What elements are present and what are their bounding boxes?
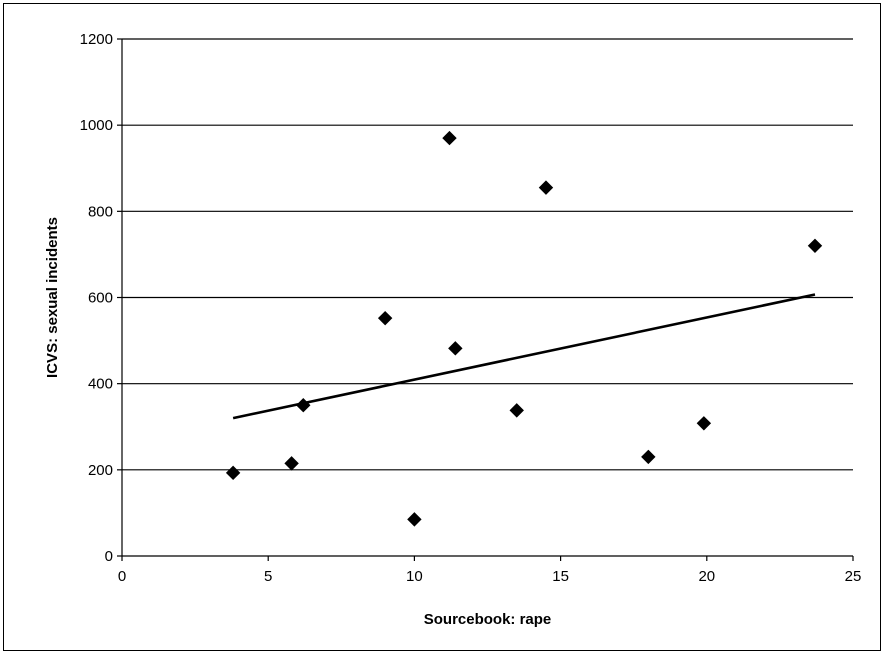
- data-point-8: [538, 180, 554, 195]
- y-tick-label-400: 400: [88, 376, 113, 393]
- y-tick-label-600: 600: [88, 290, 113, 307]
- data-point-0: [225, 465, 241, 481]
- chart-frame: [3, 3, 881, 651]
- data-point-11: [807, 238, 823, 254]
- data-point-7: [509, 403, 524, 418]
- data-points: [225, 130, 823, 527]
- x-tick-label-5: 5: [264, 568, 272, 585]
- x-tick-label-15: 15: [552, 568, 569, 585]
- trendline-group: [232, 293, 816, 420]
- y-tick-label-1200: 1200: [80, 31, 113, 48]
- x-tick-label-0: 0: [118, 568, 126, 585]
- data-point-6: [448, 341, 463, 356]
- y-tick-label-0: 0: [105, 548, 113, 565]
- x-tick-label-20: 20: [698, 568, 715, 585]
- y-tick-label-200: 200: [88, 462, 113, 479]
- x-tick-label-25: 25: [845, 568, 862, 585]
- data-point-2: [296, 398, 311, 413]
- tick-labels: 0 200 400 600 800 1000 1200 0 5 10 15 20 25: [80, 31, 862, 585]
- gridlines: [122, 38, 853, 471]
- data-point-10: [696, 416, 712, 431]
- data-point-5: [442, 130, 457, 146]
- axes: [117, 38, 854, 561]
- y-tick-label-1000: 1000: [80, 117, 113, 134]
- x-axis-title: Sourcebook: rape: [424, 611, 552, 628]
- x-tick-label-10: 10: [406, 568, 423, 585]
- y-axis-title: ICVS: sexual incidents: [44, 217, 61, 378]
- data-point-1: [284, 456, 299, 471]
- trendline: [232, 293, 816, 420]
- data-point-3: [377, 310, 393, 326]
- y-tick-label-800: 800: [88, 203, 113, 220]
- data-point-4: [407, 512, 422, 527]
- data-point-9: [641, 449, 656, 465]
